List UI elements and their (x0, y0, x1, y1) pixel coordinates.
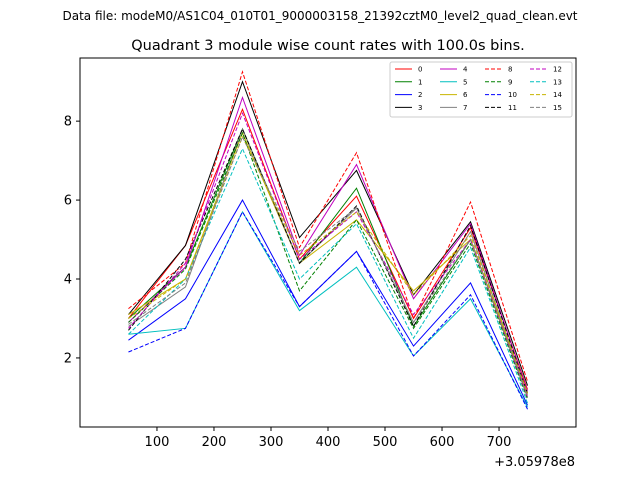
y-tick-label: 2 (64, 351, 72, 366)
x-tick-label: 200 (202, 435, 227, 450)
series-line-5 (128, 210, 528, 408)
legend-label-15: 15 (553, 104, 562, 112)
legend-label-2: 2 (418, 91, 422, 99)
y-tick-label: 4 (64, 273, 72, 288)
series-line-2 (128, 199, 528, 406)
x-tick-label: 700 (487, 435, 512, 450)
y-tick-label: 8 (64, 115, 72, 130)
legend-label-0: 0 (418, 66, 422, 74)
x-tick-label: 500 (373, 435, 398, 450)
x-tick-label: 100 (145, 435, 170, 450)
legend-label-4: 4 (463, 66, 468, 74)
series-line-6 (128, 131, 529, 394)
legend-label-1: 1 (418, 78, 422, 86)
series-line-15 (128, 135, 529, 398)
series-line-12 (128, 111, 529, 398)
series-line-3 (128, 80, 529, 386)
x-axis: 100 200 300 400 500 600 700 (145, 427, 512, 450)
x-tick-label: 600 (430, 435, 455, 450)
y-tick-label: 6 (64, 194, 72, 209)
legend-label-9: 9 (508, 78, 512, 86)
legend-label-10: 10 (508, 91, 517, 99)
legend-label-11: 11 (508, 104, 517, 112)
legend-label-14: 14 (553, 91, 562, 99)
series-line-14 (128, 135, 529, 394)
x-tick-label: 300 (259, 435, 284, 450)
series-line-13 (128, 147, 529, 404)
legend-label-3: 3 (418, 104, 422, 112)
plot-area (128, 70, 529, 410)
legend-label-12: 12 (553, 66, 562, 74)
x-offset-label: +3.05978e8 (494, 455, 575, 470)
series-line-8 (128, 70, 529, 382)
legend-label-13: 13 (553, 78, 562, 86)
series-line-4 (128, 95, 529, 392)
legend-label-6: 6 (463, 91, 468, 99)
series-line-0 (128, 107, 529, 390)
series-line-9 (128, 131, 529, 400)
series-line-10 (128, 210, 528, 410)
x-tick-label: 400 (316, 435, 341, 450)
y-axis: 2 4 6 8 (64, 115, 80, 366)
series-line-11 (128, 127, 529, 394)
legend-label-8: 8 (508, 66, 512, 74)
chart-title: Quadrant 3 module wise count rates with … (131, 38, 525, 54)
legend-label-7: 7 (463, 104, 467, 112)
legend-box (389, 61, 573, 118)
suptitle: Data file: modeM0/AS1C04_010T01_90000031… (62, 9, 577, 23)
legend-label-5: 5 (463, 78, 467, 86)
